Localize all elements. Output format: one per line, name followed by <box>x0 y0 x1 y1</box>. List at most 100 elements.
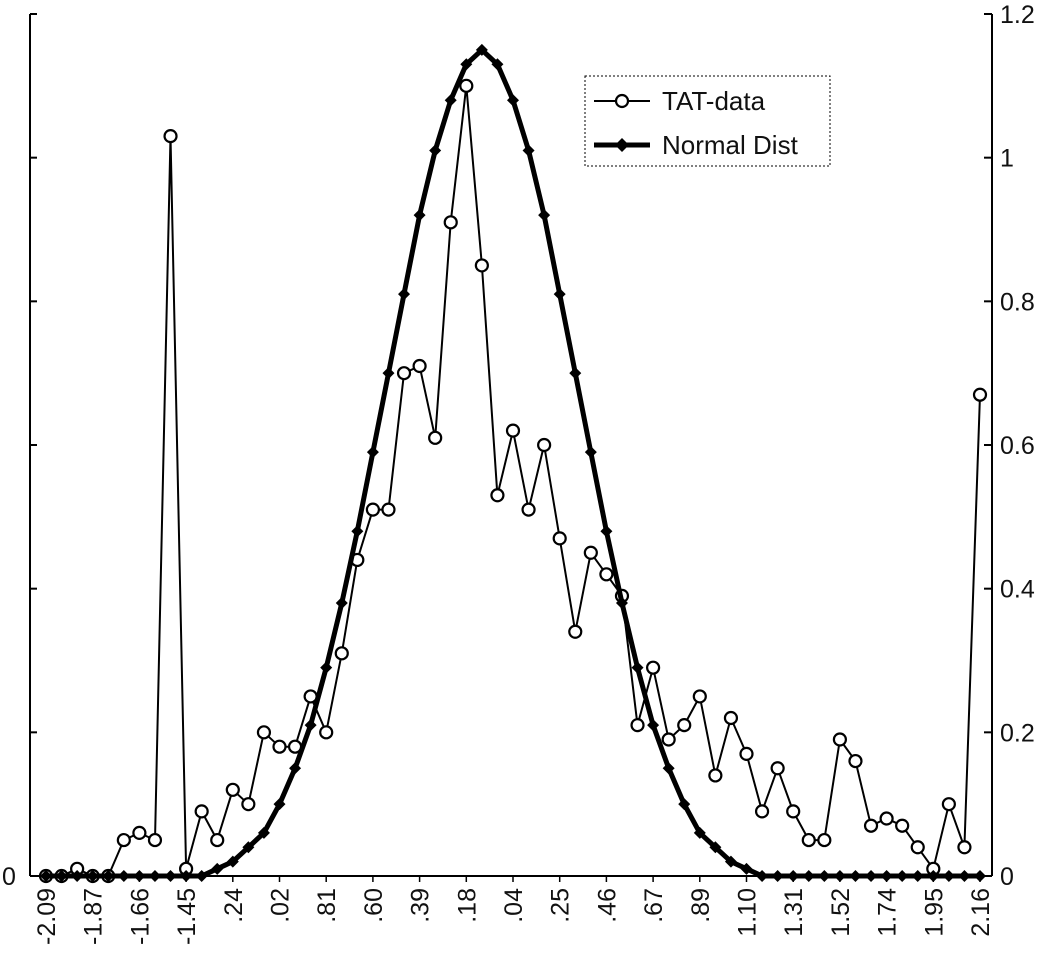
data-point <box>71 870 84 882</box>
data-point <box>475 43 488 56</box>
data-point <box>879 811 894 826</box>
data-point <box>429 144 442 157</box>
data-point <box>86 870 99 882</box>
data-point <box>677 718 692 733</box>
data-point <box>505 423 521 438</box>
data-point <box>490 488 505 503</box>
x-axis-tick-label: 1.31 <box>780 888 808 937</box>
data-point <box>709 841 722 854</box>
data-point <box>242 841 255 854</box>
data-point <box>132 825 147 841</box>
x-axis-tick-label: .39 <box>407 888 435 923</box>
data-point <box>662 762 675 775</box>
data-point <box>787 870 800 882</box>
right-axis-tick-label: 0.8 <box>1000 288 1035 316</box>
x-axis-tick-label: .18 <box>453 888 481 923</box>
data-point <box>740 862 753 875</box>
data-point <box>661 732 676 747</box>
data-point <box>256 725 272 740</box>
right-axis-tick-label: 0.2 <box>1000 719 1035 747</box>
data-point <box>584 446 597 459</box>
series-layer <box>38 43 988 884</box>
data-point <box>507 94 519 107</box>
data-point <box>304 719 317 732</box>
x-axis-tick-label: .24 <box>220 888 248 923</box>
data-point <box>211 862 224 875</box>
data-point <box>241 797 256 812</box>
data-point <box>863 818 879 833</box>
x-axis-tick-label: -1.66 <box>126 888 154 945</box>
data-point <box>848 753 863 769</box>
data-point <box>522 144 535 157</box>
legend-label-tat-data: TAT-data <box>662 86 766 116</box>
x-axis-tick-label: -2.09 <box>33 888 61 945</box>
legend-item-tat-data: TAT-data <box>594 86 766 116</box>
data-point <box>771 870 784 882</box>
data-point <box>257 826 270 839</box>
data-point <box>272 739 287 754</box>
data-point <box>225 782 240 797</box>
data-point <box>116 832 131 848</box>
data-point <box>521 502 536 517</box>
data-point <box>974 870 986 882</box>
data-point <box>148 870 161 882</box>
data-point <box>320 661 333 674</box>
data-point <box>147 832 163 848</box>
right-axis-tick-label: 0 <box>1000 863 1014 891</box>
data-point <box>553 288 566 301</box>
data-point <box>941 797 956 812</box>
x-axis-tick-label: 1.10 <box>734 888 762 937</box>
data-point <box>600 525 613 538</box>
data-point <box>880 870 893 882</box>
data-point <box>723 710 739 726</box>
series-line <box>46 47 980 879</box>
data-point <box>895 818 910 833</box>
data-point <box>102 870 115 882</box>
x-axis-tick-label: .60 <box>360 888 388 923</box>
data-point <box>724 855 737 868</box>
data-point <box>55 870 68 882</box>
data-point <box>942 870 955 882</box>
data-point <box>335 597 348 610</box>
data-point <box>832 732 848 747</box>
data-point <box>334 646 349 661</box>
x-axis-tick-label: .25 <box>547 888 575 923</box>
data-point <box>180 870 193 882</box>
x-axis-tick-label: .67 <box>640 888 668 923</box>
data-point <box>739 746 754 761</box>
data-point <box>444 94 457 107</box>
x-axis-tick-label: -1.87 <box>80 888 108 945</box>
legend-box <box>584 75 831 167</box>
data-point <box>957 840 972 855</box>
data-point <box>692 689 707 704</box>
data-point <box>460 58 473 71</box>
data-point <box>849 870 862 882</box>
data-point <box>958 870 971 882</box>
data-point <box>754 804 770 819</box>
x-axis-tick-label: 1.74 <box>874 888 902 937</box>
data-point <box>802 870 815 882</box>
right-axis-tick-label: 0.4 <box>1000 576 1035 604</box>
data-point <box>678 798 691 811</box>
data-point <box>756 870 769 882</box>
data-point <box>195 870 208 882</box>
data-point <box>630 718 645 733</box>
data-point <box>413 209 426 222</box>
data-point <box>693 826 706 839</box>
data-point <box>194 804 209 819</box>
x-axis-tick-label: .04 <box>500 888 528 923</box>
data-point <box>459 78 474 93</box>
data-point <box>537 437 552 453</box>
x-axis-tick-label: .89 <box>687 888 715 923</box>
data-point <box>163 129 178 144</box>
x-axis-tick-label: 1.95 <box>920 888 948 937</box>
data-point <box>381 502 396 517</box>
data-point <box>817 832 832 848</box>
data-point <box>833 870 846 882</box>
data-point <box>396 366 412 381</box>
left-axis-tick-label: 0 <box>2 863 16 891</box>
series-normal-dist <box>40 43 986 882</box>
series-tat-data <box>38 78 988 884</box>
data-point <box>289 762 302 775</box>
